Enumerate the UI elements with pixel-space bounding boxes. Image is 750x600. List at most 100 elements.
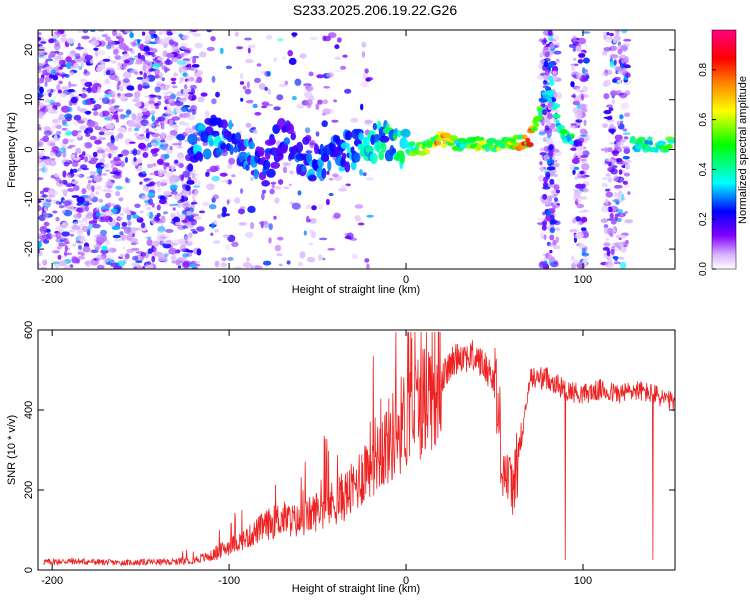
spectrogram-noise-blob	[247, 205, 256, 213]
spectrogram-noise-blob	[182, 34, 190, 41]
spectrogram-noise-blob	[244, 88, 252, 95]
spectrogram-noise-blob	[124, 30, 133, 33]
spectrogram-noise-blob	[66, 127, 70, 132]
spectrogram-noise-blob	[56, 130, 62, 135]
colorbar: 0.0 0.2 0.4 0.6 0.8 Normalized spectral ampl…	[698, 29, 749, 276]
spectrogram-noise-blob	[55, 231, 62, 239]
spectrogram-noise-blob	[169, 129, 178, 136]
spectrogram-column-blob	[549, 227, 555, 234]
spectrogram-noise-blob	[119, 85, 124, 92]
snr-panel: -200 -100 0 100 0 200 400 600 Height of straigh…	[6, 321, 676, 595]
spectrogram-column-blob	[543, 154, 549, 161]
spectrogram-noise-blob	[53, 263, 62, 268]
spectrogram-noise-blob	[117, 62, 123, 67]
spectrogram-noise-blob	[271, 182, 275, 189]
spectrogram-noise-blob	[192, 57, 197, 64]
spectrogram-noise-blob	[109, 145, 119, 151]
spectrogram-noise-blob	[574, 151, 584, 156]
spectrogram-noise-blob	[283, 186, 290, 189]
spectrogram-ridge-blob	[526, 142, 534, 147]
spectrogram-noise-blob	[554, 227, 561, 232]
spectrogram-noise-blob	[38, 126, 42, 131]
spectrogram-noise-blob	[619, 114, 624, 120]
y-tick-label: 20	[23, 44, 35, 56]
spectrogram-noise-blob	[191, 193, 196, 200]
spectrogram-noise-blob	[572, 93, 576, 99]
spectrogram-noise-blob	[220, 262, 227, 268]
spectrogram-noise-blob	[51, 145, 60, 152]
spectrogram-noise-blob	[178, 97, 188, 103]
spectrogram-noise-blob	[603, 227, 608, 235]
spectrogram-noise-blob	[138, 225, 148, 232]
spectrogram-ridge-blob	[253, 168, 259, 180]
spectrogram-noise-blob	[68, 144, 76, 148]
spectrogram-noise-blob	[93, 47, 99, 51]
spectrogram-noise-blob	[55, 216, 60, 222]
spectrogram-noise-blob	[118, 197, 124, 202]
spectrogram-noise-blob	[572, 259, 579, 264]
spectrogram-noise-blob	[156, 158, 164, 165]
spectrogram-noise-blob	[92, 80, 98, 84]
spectrogram-column-blob	[548, 144, 554, 151]
spectrogram-noise-blob	[614, 242, 620, 248]
spectrogram-noise-blob	[227, 179, 232, 185]
spectrogram-noise-blob	[608, 128, 616, 134]
spectrogram-noise-blob	[48, 73, 53, 79]
spectrogram-noise-blob	[196, 248, 202, 256]
spectrogram-ridge-blob	[323, 154, 330, 162]
spectrogram-noise-blob	[125, 206, 130, 212]
spectrogram-noise-blob	[38, 162, 46, 168]
spectrogram-noise-blob	[65, 174, 72, 179]
spectrogram-noise-blob	[96, 50, 106, 56]
spectrogram-noise-blob	[148, 99, 153, 105]
spectrogram-noise-blob	[112, 234, 122, 239]
spectrogram-noise-blob	[583, 163, 589, 169]
spectrogram-noise-blob	[602, 50, 608, 56]
spectrogram-noise-blob	[179, 77, 185, 82]
spectrogram-column-blob	[547, 30, 553, 36]
spectrogram-noise-blob	[621, 197, 626, 201]
spectrogram-noise-blob	[573, 166, 580, 170]
spectrogram-noise-blob	[91, 185, 95, 193]
spectrogram-noise-blob	[276, 253, 283, 257]
spectrogram-noise-blob	[176, 257, 186, 261]
spectrogram-ridge-blob	[408, 141, 416, 147]
spectrogram-noise-blob	[139, 210, 144, 214]
spectrogram-noise-blob	[150, 148, 158, 154]
spectrogram-noise-blob	[145, 202, 149, 206]
spectrogram-noise-blob	[613, 59, 617, 66]
spectrogram-noise-blob	[177, 155, 184, 163]
spectrogram-noise-blob	[70, 154, 76, 158]
spectrogram-noise-blob	[194, 189, 198, 197]
spectrogram-noise-blob	[226, 199, 230, 205]
spectrogram-noise-blob	[157, 169, 163, 177]
spectrogram-noise-blob	[108, 216, 113, 222]
spectrogram-noise-blob	[605, 191, 613, 198]
spectrogram-noise-blob	[541, 103, 546, 108]
spectrogram-noise-blob	[578, 53, 586, 58]
spectrogram-noise-blob	[553, 184, 560, 191]
spectrogram-noise-blob	[95, 66, 103, 73]
spectrogram-noise-blob	[44, 59, 49, 66]
spectrogram-noise-blob	[572, 74, 577, 78]
spectrogram-noise-blob	[173, 128, 179, 131]
spectrogram-noise-blob	[114, 75, 120, 82]
spectrogram-noise-blob	[96, 264, 105, 269]
spectrogram-noise-blob	[327, 248, 336, 251]
spectrogram-noise-blob	[89, 97, 94, 101]
y-tick-label: 10	[23, 94, 35, 106]
spectrogram-noise-blob	[360, 81, 369, 88]
spectrogram-noise-blob	[604, 261, 614, 268]
spectrogram-noise-blob	[84, 205, 90, 212]
spectrogram-noise-blob	[179, 244, 187, 252]
spectrogram-noise-blob	[151, 202, 155, 208]
spectrogram-noise-blob	[204, 110, 210, 118]
spectrogram-noise-blob	[277, 38, 284, 42]
spectrogram-noise-blob	[62, 200, 72, 206]
spectrogram-noise-blob	[170, 165, 175, 172]
spectrogram-noise-blob	[50, 89, 54, 93]
spectrogram-noise-blob	[357, 222, 365, 226]
spectrogram-noise-blob	[294, 78, 302, 86]
spectrogram-noise-blob	[102, 189, 108, 192]
